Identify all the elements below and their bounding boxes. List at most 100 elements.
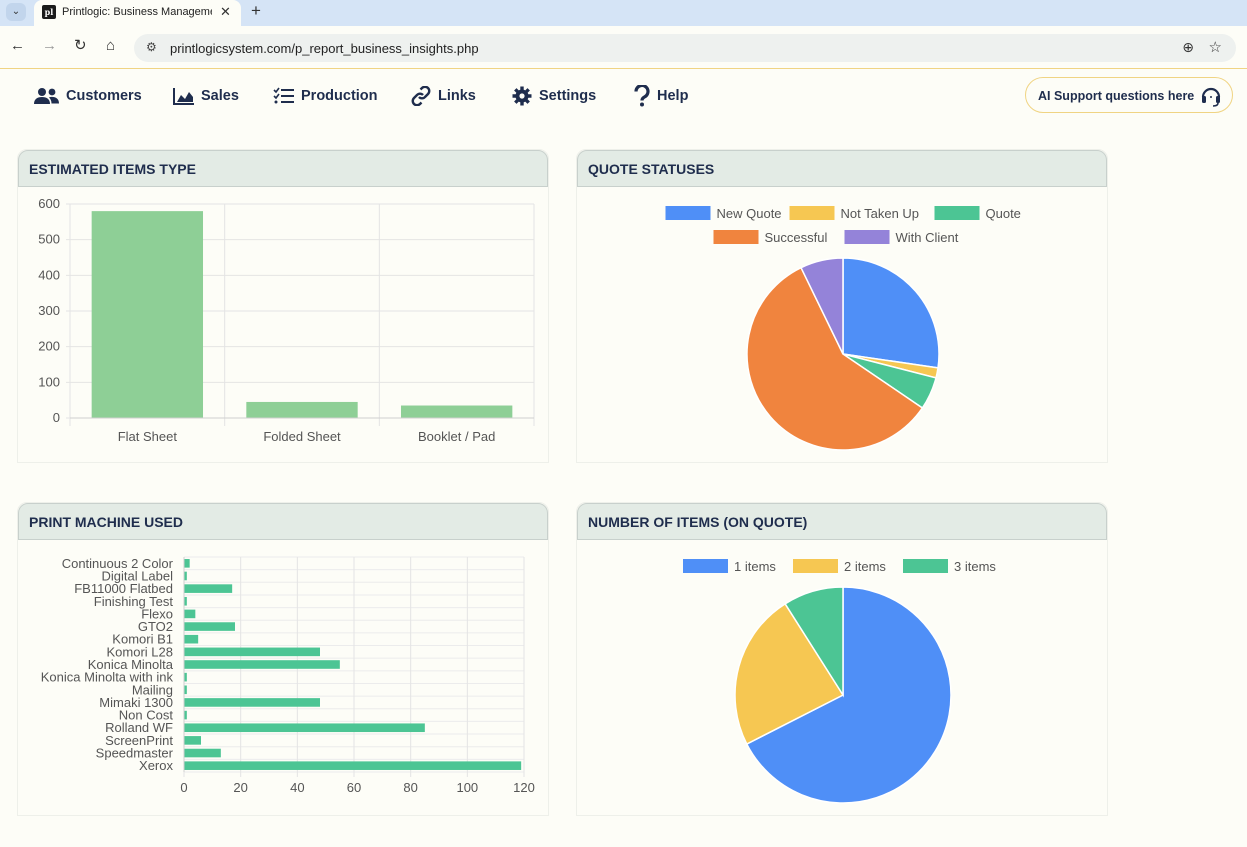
legend-swatch[interactable] xyxy=(789,206,835,220)
bar[interactable] xyxy=(184,698,320,707)
site-settings-icon[interactable]: ⚙ xyxy=(146,40,157,54)
y-tick-label: Continuous 2 Color xyxy=(62,556,174,571)
y-tick-label: 600 xyxy=(38,196,60,211)
y-tick-label: 400 xyxy=(38,267,60,282)
pie-slice[interactable] xyxy=(800,257,844,355)
area-chart-icon xyxy=(173,88,194,105)
y-tick-label: FB11000 Flatbed xyxy=(74,581,173,596)
x-tick-label: 120 xyxy=(513,780,535,795)
nav-links[interactable]: Links xyxy=(410,86,476,106)
pie-slice[interactable] xyxy=(842,257,940,369)
nav-sales[interactable]: Sales xyxy=(173,86,239,106)
legend-label[interactable]: Quote xyxy=(986,206,1021,221)
legend-label[interactable]: With Client xyxy=(896,230,959,245)
nav-customers[interactable]: Customers xyxy=(34,86,142,106)
bar[interactable] xyxy=(184,748,221,758)
x-tick-label: 20 xyxy=(233,780,247,795)
estimated-items-panel: ESTIMATED ITEMS TYPE 0 100 200 300 400 500 600… xyxy=(17,149,549,463)
legend-swatch[interactable] xyxy=(934,206,980,220)
nav-production[interactable]: Production xyxy=(273,86,378,106)
back-icon[interactable]: ← xyxy=(10,37,25,54)
nav-settings-label: Settings xyxy=(539,88,597,104)
bar[interactable] xyxy=(91,211,204,418)
pie-slice[interactable] xyxy=(745,586,952,804)
home-icon[interactable]: ⌂ xyxy=(106,37,116,54)
legend-label[interactable]: Successful xyxy=(765,230,828,245)
y-tick-label: 500 xyxy=(38,232,60,247)
bar[interactable] xyxy=(184,736,201,745)
bar[interactable] xyxy=(184,571,187,581)
bar[interactable] xyxy=(184,647,320,657)
bar[interactable] xyxy=(400,405,513,418)
pie-slice[interactable] xyxy=(734,602,845,746)
y-tick-label: Rolland WF xyxy=(105,720,173,735)
bar[interactable] xyxy=(184,584,233,593)
y-tick-label: Xerox xyxy=(139,758,173,773)
app-navigation: Customers Sales Production Links xyxy=(0,70,1247,122)
nav-settings[interactable]: Settings xyxy=(511,86,596,106)
x-tick-label: 0 xyxy=(180,780,187,795)
print-machine-title: PRINT MACHINE USED xyxy=(18,503,548,540)
headset-icon xyxy=(1201,87,1221,107)
legend-label[interactable]: 1 items xyxy=(734,559,776,574)
bar[interactable] xyxy=(184,634,199,644)
new-tab-icon[interactable]: + xyxy=(251,1,261,20)
y-tick-label: Digital Label xyxy=(101,568,173,583)
x-tick-label: 100 xyxy=(456,780,478,795)
number-items-chart: 1 items 2 items 3 items xyxy=(683,559,996,804)
bar[interactable] xyxy=(184,559,190,568)
url-field[interactable]: ⚙ printlogicsystem.com/p_report_business… xyxy=(134,34,1236,62)
bar[interactable] xyxy=(184,723,425,733)
y-tick-label: Mimaki 1300 xyxy=(99,695,173,710)
reload-icon[interactable]: ↻ xyxy=(74,37,87,54)
estimated-items-chart: 0 100 200 300 400 500 600 Flat Sheet Folded Shee… xyxy=(38,196,535,444)
task-list-icon xyxy=(273,87,294,104)
tab-title: Printlogic: Business Manageme xyxy=(62,6,212,18)
bar[interactable] xyxy=(184,761,522,770)
y-tick-label: 100 xyxy=(38,374,60,389)
legend-swatch[interactable] xyxy=(683,559,728,573)
forward-icon[interactable]: → xyxy=(42,37,57,54)
nav-help[interactable]: Help xyxy=(633,85,689,107)
pie-slice[interactable] xyxy=(784,586,844,698)
url-text[interactable]: printlogicsystem.com/p_report_business_i… xyxy=(170,41,479,56)
quote-statuses-chart: New Quote Not Taken Up Quote Successful With… xyxy=(665,206,1021,451)
browser-tab[interactable]: pl Printlogic: Business Manageme ✕ xyxy=(34,0,241,26)
gear-icon xyxy=(512,86,532,106)
bar[interactable] xyxy=(184,660,340,669)
x-tick-label: 60 xyxy=(347,780,361,795)
nav-help-label: Help xyxy=(657,88,689,104)
bar[interactable] xyxy=(184,685,187,695)
bar[interactable] xyxy=(184,609,196,619)
legend-swatch[interactable] xyxy=(844,230,890,244)
zoom-icon[interactable]: ⊕ xyxy=(1182,39,1194,55)
y-tick-label: Konica Minolta xyxy=(88,657,174,672)
y-tick-label: 300 xyxy=(38,303,60,318)
bar[interactable] xyxy=(184,710,187,720)
bar[interactable] xyxy=(184,622,235,631)
bar[interactable] xyxy=(184,596,187,606)
legend-swatch[interactable] xyxy=(903,559,948,573)
users-icon xyxy=(34,88,59,104)
legend-label[interactable]: New Quote xyxy=(717,206,782,221)
tab-search-icon[interactable]: ⌄ xyxy=(6,3,26,21)
favicon-icon: pl xyxy=(42,5,56,19)
print-machine-chart: 0 20 40 60 80 100 120 Continuous 2 ColorDigital… xyxy=(41,556,535,795)
bookmark-star-icon[interactable]: ☆ xyxy=(1208,39,1222,56)
legend-label[interactable]: 2 items xyxy=(844,559,886,574)
legend-label[interactable]: Not Taken Up xyxy=(841,206,920,221)
ai-support-button[interactable]: AI Support questions here xyxy=(1025,77,1233,113)
legend-swatch[interactable] xyxy=(793,559,838,573)
close-icon[interactable]: ✕ xyxy=(220,4,231,19)
legend-swatch[interactable] xyxy=(665,206,711,220)
x-tick-label: Flat Sheet xyxy=(118,429,178,444)
bar[interactable] xyxy=(246,401,358,418)
y-tick-label: Konica Minolta with ink xyxy=(41,670,174,685)
y-tick-label: GTO2 xyxy=(138,619,173,634)
bar[interactable] xyxy=(184,672,187,682)
question-icon xyxy=(634,85,650,107)
y-tick-label: 0 xyxy=(53,410,60,425)
legend-label[interactable]: 3 items xyxy=(954,559,996,574)
pie-slice[interactable] xyxy=(746,266,924,451)
legend-swatch[interactable] xyxy=(713,230,759,244)
